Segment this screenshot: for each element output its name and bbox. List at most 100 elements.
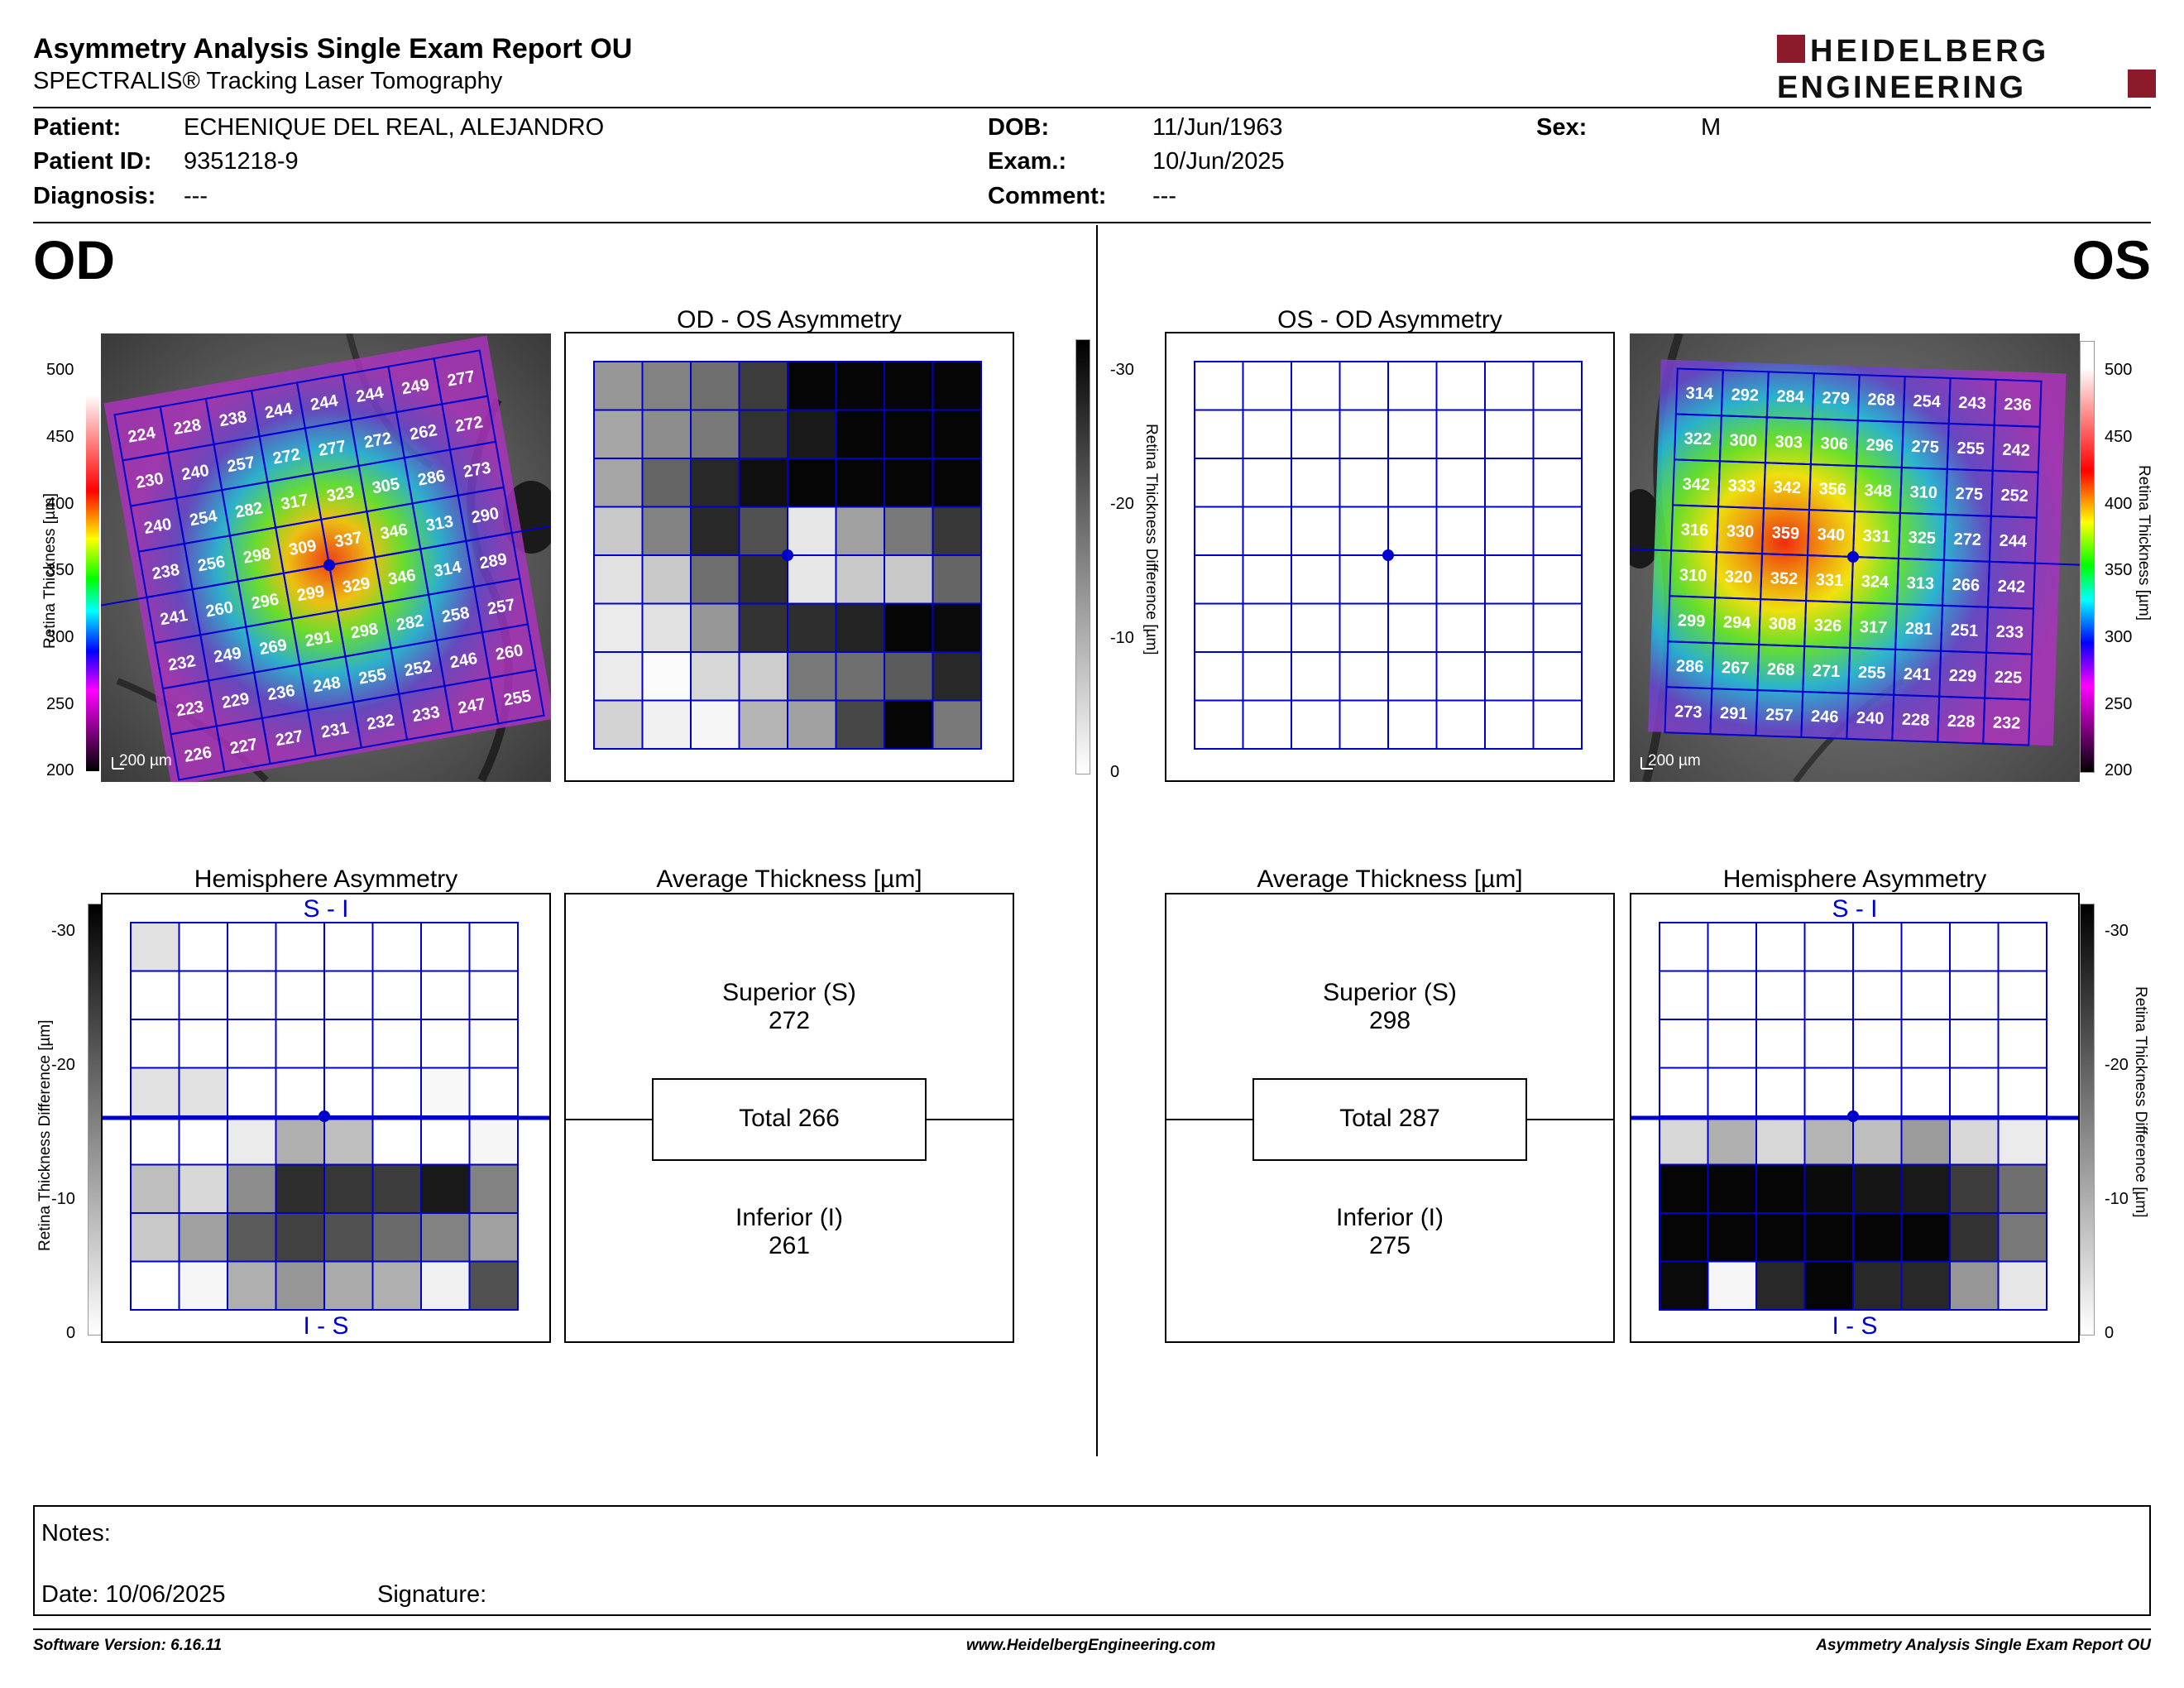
os-thick-value: 296	[1866, 436, 1894, 455]
os-asym-cell	[1387, 409, 1438, 459]
od-hemi-cell	[178, 1067, 228, 1117]
od-thickness-axis-label: Retina Thickness [µm]	[41, 493, 59, 649]
os-hemi-cell	[1755, 1115, 1806, 1166]
os-asym-cell	[1387, 458, 1438, 508]
os-thick-value: 225	[1994, 669, 2022, 688]
od-thick-cell	[489, 669, 545, 725]
od-hemi-cell	[323, 1019, 374, 1069]
os-asym-cell	[1291, 458, 1341, 508]
patient-id-label: Patient ID:	[33, 148, 152, 175]
od-asym-cell	[690, 458, 740, 508]
od-asym-cell	[932, 506, 982, 556]
os-thick-value: 322	[1684, 429, 1712, 448]
os-hemi-cell	[1659, 922, 1709, 972]
os-asym-cell	[1387, 699, 1438, 750]
os-asym-fovea-dot	[1382, 549, 1394, 561]
os-asym-cell	[1291, 506, 1341, 556]
od-asym-cell	[593, 699, 644, 750]
os-hemi-cell	[1997, 1115, 2048, 1166]
os-hemi-cell	[1707, 1067, 1757, 1117]
od-asym-cell	[884, 361, 934, 411]
od-asym-cell	[641, 409, 692, 459]
od-hemi-cell	[227, 1019, 277, 1069]
od-hemi-tick-30: -30	[51, 922, 75, 940]
od-tick-450: 450	[46, 428, 74, 446]
os-thick-value: 317	[1859, 618, 1887, 637]
os-asym-cell	[1339, 651, 1389, 702]
od-hemi-cell	[323, 1260, 374, 1311]
notes-box[interactable]: Notes: Date: 10/06/2025 Signature:	[33, 1505, 2151, 1616]
os-total-box: Total 287	[1252, 1078, 1527, 1161]
os-thick-value: 252	[2000, 487, 2028, 506]
od-asym-cell	[787, 699, 837, 750]
os-hemi-cell	[1900, 1019, 1951, 1069]
od-asym-cell	[835, 506, 885, 556]
os-asym-cell	[1532, 506, 1583, 556]
os-thick-value: 272	[1953, 530, 1981, 549]
od-hemi-cell	[130, 970, 180, 1020]
report-title: Asymmetry Analysis Single Exam Report OU	[33, 33, 633, 65]
os-hemi-cell	[1755, 1260, 1806, 1311]
od-hemi-cell	[178, 1115, 228, 1166]
od-hemi-tick-10: -10	[51, 1190, 75, 1208]
od-hemi-cell	[323, 1212, 374, 1263]
patient-label: Patient:	[33, 114, 122, 141]
os-hemi-cell	[1707, 1019, 1757, 1069]
os-thick-value: 268	[1867, 391, 1895, 410]
od-asym-cell	[690, 506, 740, 556]
os-thick-value: 320	[1724, 568, 1752, 587]
od-asym-cell	[932, 651, 982, 702]
os-thick-value: 330	[1726, 522, 1754, 541]
od-asym-fovea-dot	[782, 549, 793, 561]
os-hemi-panel: S - I I - S	[1630, 893, 2080, 1343]
od-hemi-cell	[275, 1019, 325, 1069]
os-asym-cell	[1435, 554, 1486, 605]
od-avg-panel: Superior (S) 272 Total 266 Inferior (I) …	[564, 893, 1014, 1343]
os-superior-value: 298	[1368, 1007, 1411, 1034]
os-hemi-cell	[1852, 1163, 1903, 1214]
od-asym-cell	[641, 699, 692, 750]
od-tick-400: 400	[46, 495, 74, 513]
os-thick-fovea-dot	[1847, 551, 1859, 563]
os-thick-value: 243	[1958, 394, 1986, 413]
os-hemi-cell	[1949, 1163, 2000, 1214]
os-asym-cell	[1339, 506, 1389, 556]
os-hemi-cell	[1900, 1115, 1951, 1166]
os-thick-value: 313	[1906, 574, 1934, 593]
os-asym-cell	[1532, 554, 1583, 605]
os-hemi-cell	[1852, 1115, 1903, 1166]
od-hemi-cell	[227, 1212, 277, 1263]
os-thick-value: 316	[1680, 520, 1708, 539]
os-asym-cell	[1291, 651, 1341, 702]
os-thickness-gradient	[2080, 341, 2095, 773]
os-thick-value: 310	[1679, 566, 1707, 585]
os-thick-value: 255	[1956, 439, 1985, 458]
os-hemi-cell	[1949, 1212, 2000, 1263]
od-asym-cell	[932, 699, 982, 750]
od-hemi-cell	[130, 922, 180, 972]
os-asym-cell	[1532, 602, 1583, 653]
exam-label: Exam.:	[988, 148, 1067, 175]
od-hemi-cell	[323, 922, 374, 972]
website-link[interactable]: www.HeidelbergEngineering.com	[966, 1637, 1216, 1654]
od-thick-fovea-dot	[323, 559, 335, 571]
od-hemi-cell	[371, 922, 422, 972]
diff-axis-label: Retina Thickness Difference [µm]	[1142, 424, 1160, 655]
od-asym-cell	[690, 409, 740, 459]
os-thickness-grid: 314 292 284 279 268 254 243 236 322 300 303 306 296 2…	[1630, 367, 2080, 746]
os-thick-value: 324	[1861, 573, 1889, 592]
footer-divider	[33, 1628, 2151, 1630]
od-hemi-cell	[178, 922, 228, 972]
od-asym-cell	[738, 506, 788, 556]
os-thick-value: 314	[1685, 384, 1714, 403]
heidelberg-logo: HEIDELBERG ENGINEERING	[1777, 34, 2156, 101]
header-divider	[33, 107, 2151, 108]
os-asym-cell	[1532, 361, 1583, 411]
patient-divider	[33, 222, 2151, 223]
od-asym-title: OD - OS Asymmetry	[677, 306, 902, 333]
os-thick-value: 291	[1720, 704, 1748, 723]
dob-value: 11/Jun/1963	[1152, 114, 1283, 141]
os-asym-cell	[1291, 699, 1341, 750]
od-hemi-cell	[178, 1212, 228, 1263]
od-asym-cell	[835, 699, 885, 750]
